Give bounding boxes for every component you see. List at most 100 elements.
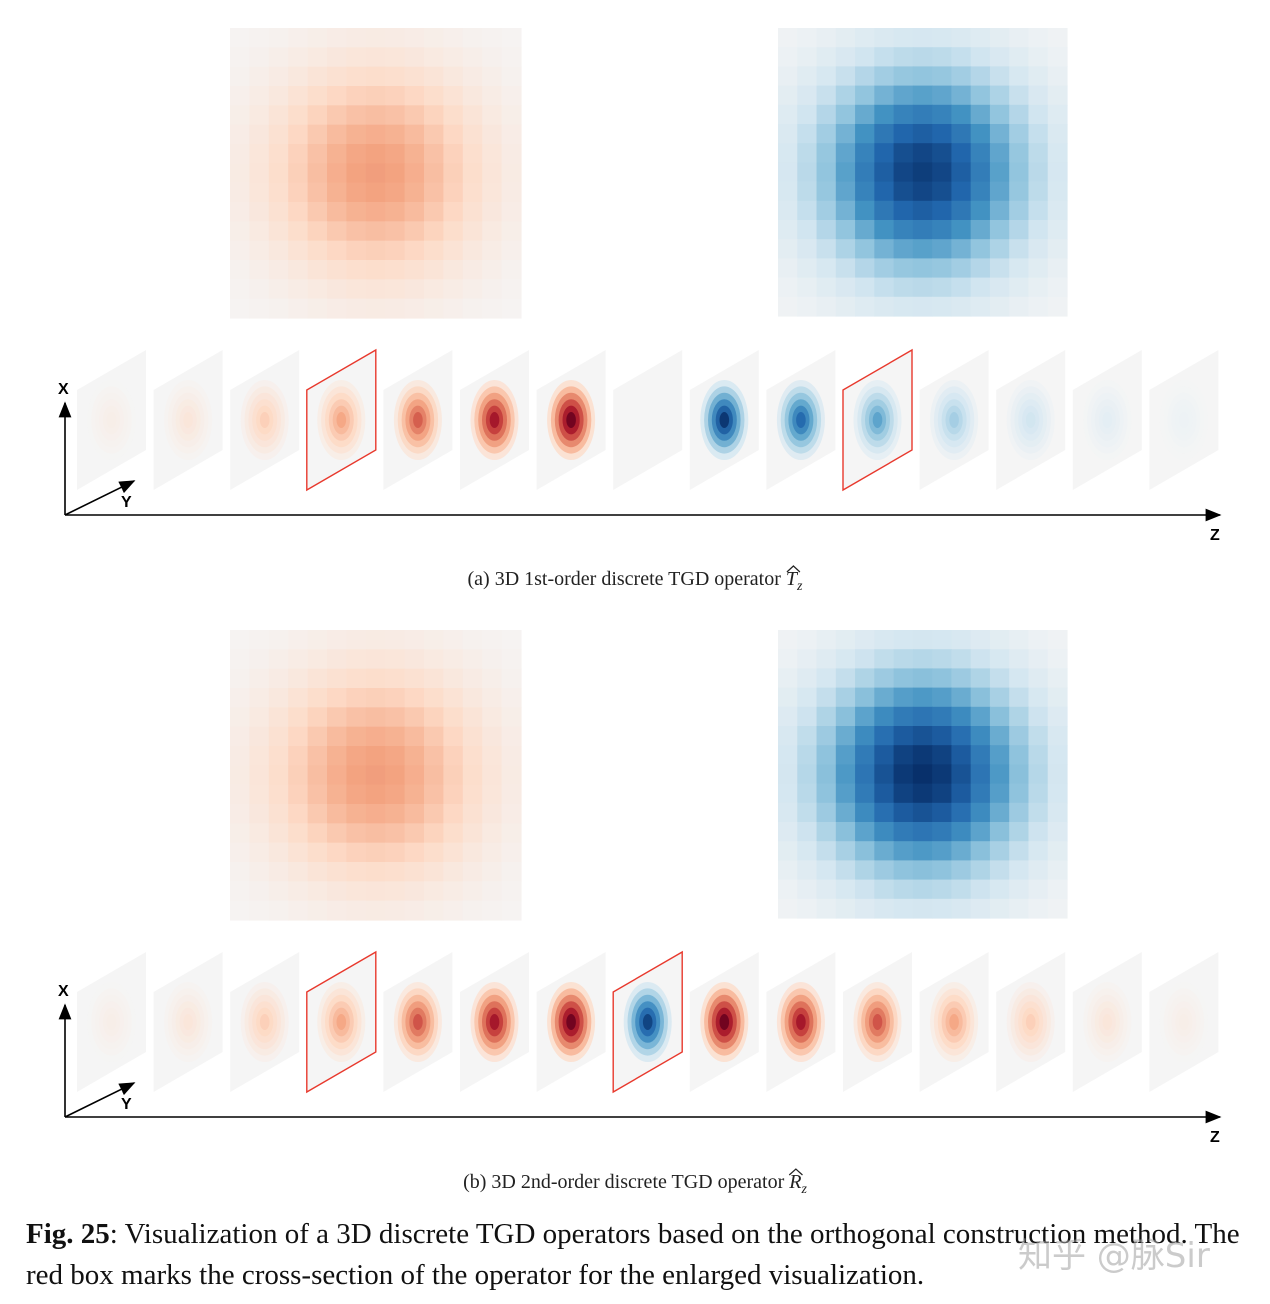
enlarged-cell: [424, 707, 444, 728]
enlarged-cell: [230, 862, 250, 882]
enlarged-cell: [288, 182, 309, 203]
enlarged-cell: [1009, 47, 1030, 67]
enlarged-cell: [951, 277, 972, 298]
enlarged-cell: [970, 726, 991, 746]
enlarged-cell: [404, 105, 425, 126]
enlarged-cell: [230, 279, 250, 300]
enlarged-cell: [912, 879, 933, 900]
enlarged-cell: [462, 668, 483, 689]
enlarged-cell: [307, 47, 328, 68]
enlarged-cell: [443, 47, 464, 68]
enlarged-cell: [501, 784, 522, 805]
slice: [460, 350, 529, 490]
slice-blob: [949, 1014, 959, 1030]
enlarged-cell: [268, 630, 289, 650]
enlarged-cell: [932, 668, 952, 689]
enlarged-cell: [385, 105, 406, 126]
enlarged-cell: [249, 66, 270, 87]
enlarged-cell: [482, 28, 503, 48]
enlarged-cell: [443, 726, 464, 747]
enlarged-cell: [835, 630, 856, 650]
enlarged-cell: [249, 862, 270, 882]
hat-accent: [786, 565, 801, 573]
enlarged-cell: [932, 220, 952, 240]
slice: [612, 950, 683, 1094]
operator-symbol: R: [788, 1171, 801, 1193]
enlarged-cell: [912, 841, 933, 861]
enlarged-cell: [932, 764, 952, 785]
enlarged-cell: [365, 221, 386, 242]
enlarged-cell: [874, 898, 895, 919]
slice: [842, 348, 913, 492]
slice: [843, 952, 912, 1092]
enlarged-cell: [989, 258, 1010, 279]
enlarged-cell: [385, 66, 406, 87]
enlarged-cell: [443, 260, 464, 280]
enlarged-cell: [365, 804, 386, 824]
enlarged-cell: [288, 726, 309, 747]
enlarged-cell: [501, 86, 522, 106]
watermark: 知乎 @脉Sir: [1018, 1236, 1210, 1276]
enlarged-cell: [443, 746, 464, 766]
enlarged-cell: [1009, 764, 1030, 785]
enlarged-cell: [835, 143, 856, 163]
figure-label: Fig. 25: [26, 1218, 110, 1250]
enlarged-cell: [970, 181, 991, 202]
enlarged-cell: [1028, 85, 1049, 106]
enlarged-cell: [1009, 66, 1030, 87]
enlarged-cell: [912, 181, 933, 202]
enlarged-cell: [346, 649, 367, 670]
enlarged-cell: [816, 258, 837, 279]
slice-blob: [719, 1014, 730, 1030]
enlarged-cell: [288, 881, 309, 902]
slice-blob: [413, 1014, 423, 1030]
enlarged-cell: [462, 842, 483, 863]
enlarged-cell: [893, 841, 914, 861]
enlarged-cell: [1047, 764, 1068, 785]
enlarged-cell: [855, 630, 875, 650]
enlarged-cell: [874, 162, 895, 183]
enlarged-cell: [893, 258, 914, 279]
enlarged-cell: [893, 745, 914, 765]
enlarged-cell: [816, 802, 837, 823]
enlarged-cell: [346, 279, 367, 300]
enlarged-cell: [307, 182, 328, 203]
enlarged-cell: [424, 784, 444, 805]
enlarged-cell: [288, 649, 309, 670]
enlarged-cell: [482, 47, 503, 68]
enlarged-cell: [307, 746, 328, 766]
enlarged-cell: [249, 707, 270, 728]
enlarged-cell: [855, 85, 875, 106]
enlarged-cell: [424, 66, 444, 87]
enlarged-cell: [462, 688, 483, 708]
slice: [306, 950, 377, 1094]
enlarged-cell: [951, 706, 972, 727]
enlarged-cell: [462, 144, 483, 164]
enlarged-cell: [951, 783, 972, 804]
enlarged-cell: [1047, 28, 1068, 48]
enlarged-cell: [970, 143, 991, 163]
enlarged-cell: [346, 182, 367, 203]
enlarged-cell: [288, 260, 309, 280]
enlarged-cell: [1028, 706, 1049, 727]
enlarged-cell: [404, 28, 425, 48]
enlarged-cell: [424, 649, 444, 670]
enlarged-cell: [874, 706, 895, 727]
enlarged-cell: [268, 260, 289, 280]
enlarged-cell: [404, 668, 425, 689]
slice: [766, 952, 836, 1092]
enlarged-cell: [404, 298, 425, 319]
enlarged-cell: [365, 784, 386, 805]
enlarged-cell: [482, 842, 503, 863]
enlarged-cell: [501, 862, 522, 882]
enlarged-cell: [424, 47, 444, 68]
enlarged-cell: [912, 296, 933, 317]
enlarged-cell: [268, 279, 289, 300]
operator-subscript: z: [796, 579, 803, 594]
enlarged-cell: [404, 260, 425, 280]
enlarged-cell: [932, 85, 952, 106]
enlarged-cell: [989, 66, 1010, 87]
enlarged-cell: [365, 182, 386, 203]
slice: [536, 350, 606, 490]
enlarged-cell: [797, 239, 818, 259]
